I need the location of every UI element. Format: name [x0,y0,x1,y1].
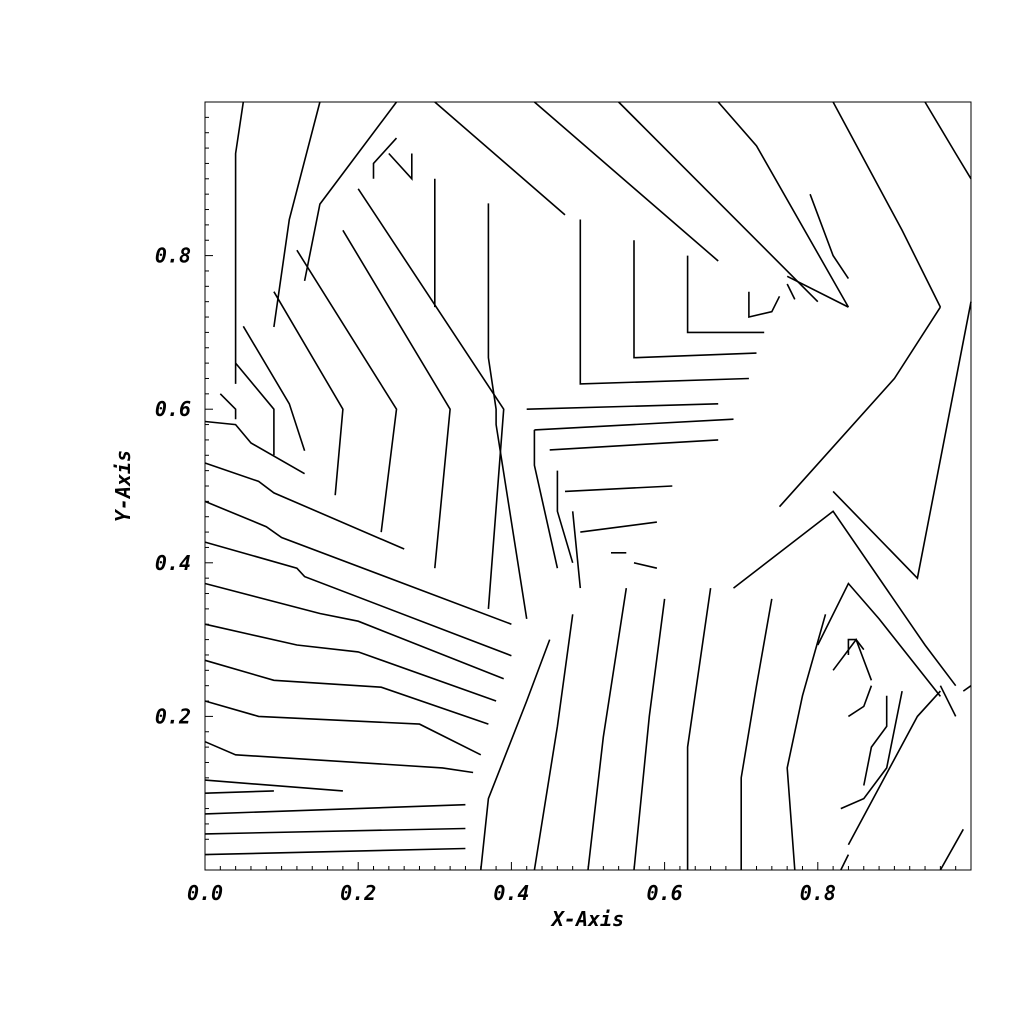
contour-line-60 [840,690,903,810]
contour-line-54 [633,598,666,871]
x-axis-label: X-Axis [550,907,624,931]
contour-line-66 [733,510,957,687]
contour-line-5 [204,740,474,774]
x-tick-label: 0.6 [647,881,683,905]
contour-line-12 [204,462,405,550]
contour-line-55 [686,587,712,870]
contour-line-10 [204,541,512,657]
contour-line-68 [832,301,972,580]
minor-ticks [205,116,957,870]
contour-line-45 [556,470,574,564]
contour-line-30 [633,240,757,359]
contour-line-7 [204,659,489,725]
contour-line-65 [817,582,942,697]
x-tick-label: 0.0 [187,881,223,905]
contour-line-0 [204,847,466,856]
contour-line-46 [564,485,673,493]
contour-line-11 [204,500,512,625]
x-tick-labels: 0.0 0.2 0.4 0.6 0.8 [187,881,836,905]
contour-line-44 [549,439,719,451]
contour-line-48 [580,521,658,533]
contour-line-13 [204,420,305,475]
contour-line-57 [786,614,827,871]
x-tick-label: 0.4 [493,881,529,905]
contour-line-58 [840,854,850,871]
contour-line-15 [234,362,275,456]
contour-line-71 [939,828,964,871]
contour-line-43 [534,418,734,431]
contour-line-8 [204,623,497,702]
contour-line-33 [618,101,819,303]
contour-line-63 [847,638,865,655]
contour-line-62 [847,685,873,718]
contour-line-9 [204,582,504,680]
contour-lines [204,101,972,871]
contour-line-31 [686,255,765,334]
contour-line-37 [809,193,850,280]
contour-line-6 [204,700,482,756]
contour-line-23 [303,101,398,282]
contour-line-18 [296,249,398,533]
contour-line-27 [487,203,528,620]
x-tick-label: 0.8 [800,881,836,905]
contour-line-19 [342,229,451,569]
contour-line-16 [242,325,306,451]
contour-line-50 [633,562,658,569]
contour-line-28 [434,101,566,216]
y-tick-label: 0.6 [155,397,191,421]
contour-line-29 [579,219,749,385]
contour-line-70 [962,685,972,692]
contour-line-35 [786,283,796,300]
y-tick-label: 0.8 [155,244,191,268]
y-tick-label: 0.2 [155,704,191,728]
contour-line-34 [748,291,781,319]
contour-line-61 [863,695,888,786]
contour-line-20 [357,188,505,609]
contour-line-67 [778,306,942,508]
plot-frame [204,101,972,871]
contour-line-1 [204,827,466,835]
contour-line-41 [526,403,719,410]
y-tick-label: 0.4 [155,551,191,575]
contour-line-64 [832,637,873,681]
y-axis-label: Y-Axis [111,450,135,522]
contour-line-40 [924,101,972,180]
contour-line-24 [273,101,321,328]
contour-line-14 [219,393,237,420]
contour-line-32 [533,101,719,262]
contour-line-25 [234,101,245,384]
contour-line-51 [480,639,551,871]
contour-line-3 [204,790,274,794]
contour-line-59 [847,690,941,846]
contour-line-21 [372,137,398,179]
contour-line-17 [273,291,344,496]
contour-line-22 [388,152,413,181]
contour-line-39 [832,101,942,308]
contour-line-2 [204,803,466,815]
contour-line-52 [533,614,574,871]
contour-line-47 [571,511,582,589]
contour-line-53 [587,587,628,871]
contour-line-69 [939,685,957,717]
contour-line-42 [533,429,559,569]
x-tick-label: 0.2 [340,881,376,905]
contour-line-56 [740,598,773,870]
contour-line-4 [204,779,343,792]
contour-line-36 [717,101,850,308]
y-tick-labels: 0.2 0.4 0.6 0.8 [155,244,191,729]
contour-line-38 [786,275,849,308]
